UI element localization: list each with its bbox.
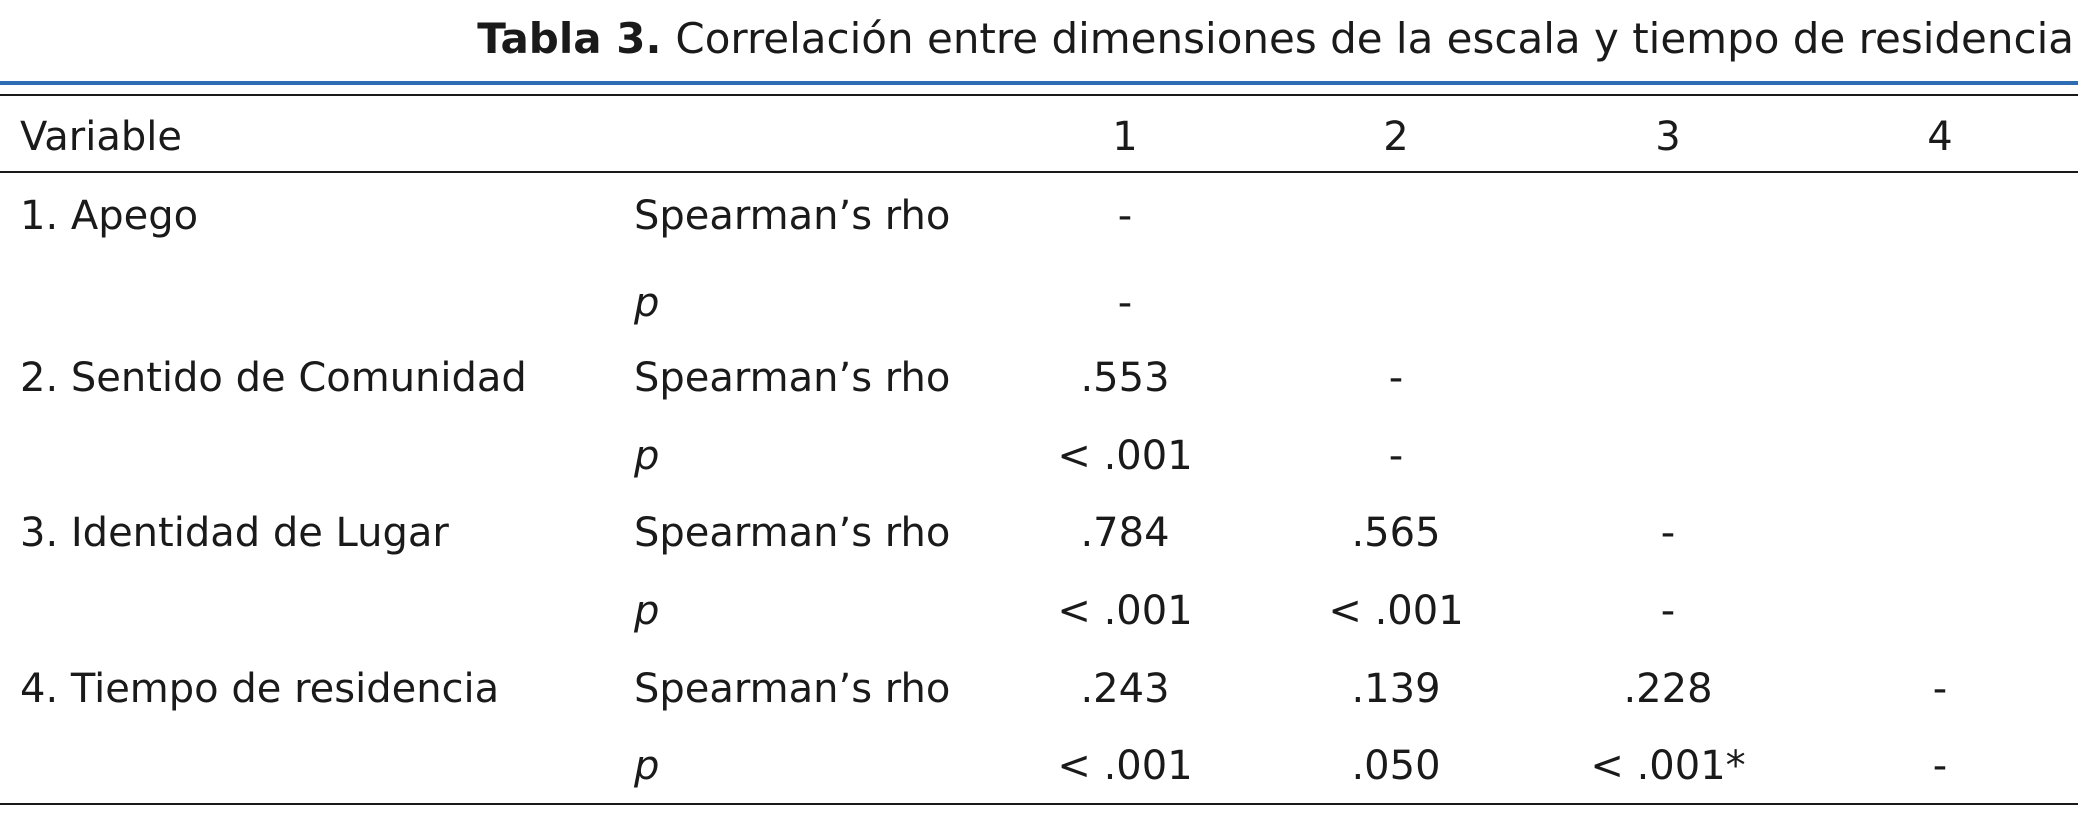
header-col-4: 4 [1927, 114, 1953, 160]
header-col-1: 1 [1112, 114, 1138, 160]
row-2-rho-col-1: .553 [1080, 355, 1170, 401]
row-1-p-col-1: - [1117, 280, 1133, 326]
row-3-p-col-1: < .001 [1057, 588, 1193, 634]
row-1-p-label: p [634, 280, 660, 326]
table-caption: Tabla 3. Correlación entre dimensiones de… [477, 14, 2074, 63]
row-4-rho-col-1: .243 [1080, 666, 1170, 712]
row-1-rho-label: Spearman’s rho [634, 193, 951, 239]
header-col-3: 3 [1655, 114, 1681, 160]
row-2-p-col-1: < .001 [1057, 433, 1193, 479]
row-2-variable: 2. Sentido de Comunidad [20, 355, 527, 401]
header-variable: Variable [20, 114, 182, 160]
row-1-variable: 1. Apego [20, 193, 199, 239]
row-4-p-col-1: < .001 [1057, 743, 1193, 789]
row-4-p-col-3: < .001* [1590, 743, 1746, 789]
row-4-variable: 4. Tiempo de residencia [20, 666, 500, 712]
header-rule [0, 171, 2078, 173]
row-3-rho-col-1: .784 [1080, 510, 1170, 556]
header-col-2: 2 [1383, 114, 1409, 160]
row-2-rho-col-2: - [1388, 355, 1404, 401]
row-2-p-label: p [634, 433, 660, 479]
caption-text: Correlación entre dimensiones de la esca… [675, 14, 2074, 63]
top-blue-rule [0, 81, 2078, 85]
row-3-variable: 3. Identidad de Lugar [20, 510, 449, 556]
top-rule [0, 94, 2078, 96]
row-3-p-label: p [634, 588, 660, 634]
row-3-p-col-3: - [1660, 588, 1676, 634]
row-3-rho-col-3: - [1660, 510, 1676, 556]
row-1-rho-col-1: - [1117, 193, 1133, 239]
row-4-rho-col-4: - [1932, 666, 1948, 712]
row-3-rho-col-2: .565 [1351, 510, 1441, 556]
row-4-p-col-2: .050 [1351, 743, 1441, 789]
row-4-p-label: p [634, 743, 660, 789]
row-4-rho-col-3: .228 [1623, 666, 1713, 712]
row-4-rho-col-2: .139 [1351, 666, 1441, 712]
row-2-p-col-2: - [1388, 433, 1404, 479]
row-3-p-col-2: < .001 [1328, 588, 1464, 634]
row-2-rho-label: Spearman’s rho [634, 355, 951, 401]
bottom-rule [0, 803, 2078, 805]
row-4-rho-label: Spearman’s rho [634, 666, 951, 712]
caption-label: Tabla 3. [477, 14, 662, 63]
row-4-p-col-4: - [1932, 743, 1948, 789]
row-3-rho-label: Spearman’s rho [634, 510, 951, 556]
